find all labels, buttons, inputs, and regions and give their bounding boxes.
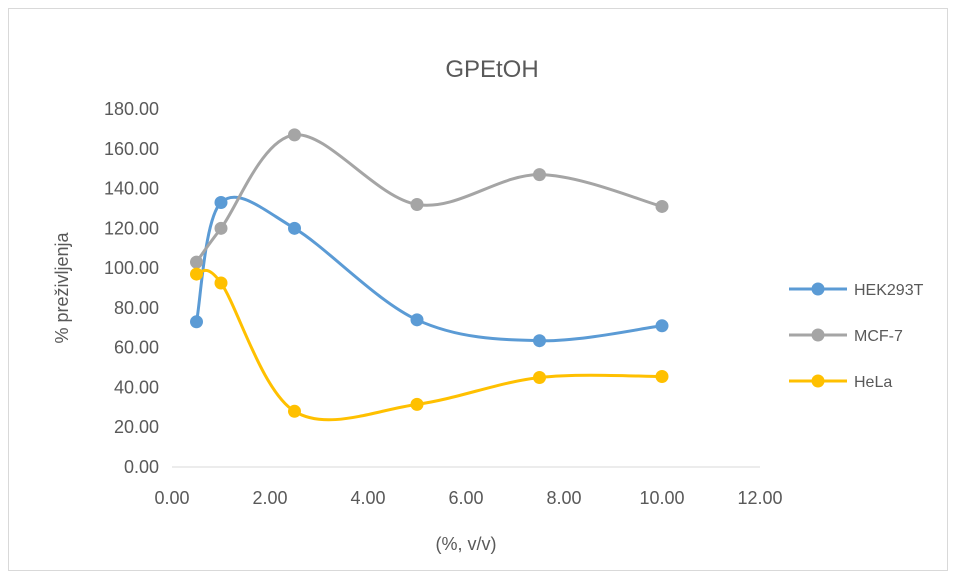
x-tick-label: 2.00 [252,488,287,508]
x-tick-label: 8.00 [546,488,581,508]
y-tick-label: 100.00 [104,258,159,278]
y-tick-label: 60.00 [114,338,159,358]
data-point-hela [533,371,546,384]
x-axis-label: (%, v/v) [436,534,497,554]
series-line-mcf-7 [195,133,664,264]
data-point-hela [655,370,669,384]
x-axis-ticks: 0.00 2.00 4.00 6.00 8.00 10.00 12.00 [154,488,782,508]
legend-marker-hela [811,374,825,388]
data-point-hek293t [288,221,301,235]
y-tick-label: 40.00 [114,377,159,397]
y-tick-label: 0.00 [124,457,159,477]
chart-title: GPEtOH [445,56,538,83]
legend-label-hela: HeLa [854,374,892,391]
data-point-hek293t [410,313,424,327]
data-point-mcf-7 [533,168,546,182]
series-lines [195,133,664,422]
data-point-hek293t [214,195,228,209]
x-tick-label: 4.00 [350,488,385,508]
y-tick-label: 180.00 [104,99,159,119]
data-point-mcf-7 [288,128,301,142]
x-tick-label: 6.00 [448,488,483,508]
chart-svg: GPEtOH 0.00 20.00 40.00 60.00 80.00 100.00 120… [52,56,924,554]
y-tick-label: 160.00 [104,139,159,159]
series-line-hela [195,269,664,422]
data-point-mcf-7 [655,199,669,213]
y-axis-label: % preživljenja [52,231,72,343]
legend-label-mcf-7: MCF-7 [854,328,903,345]
data-point-hek293t [533,334,546,348]
data-point-hela [410,397,424,411]
data-point-hela [288,404,301,418]
legend-label-hek293t: HEK293T [854,282,924,299]
legend-marker-hek293t [811,282,825,296]
y-tick-label: 80.00 [114,298,159,318]
y-tick-label: 120.00 [104,218,159,238]
data-point-mcf-7 [214,221,228,235]
data-point-mcf-7 [190,255,203,269]
x-tick-label: 10.00 [639,488,684,508]
y-tick-label: 140.00 [104,179,159,199]
x-tick-label: 12.00 [737,488,782,508]
data-point-hek293t [655,319,669,333]
x-tick-label: 0.00 [154,488,189,508]
data-point-hek293t [190,315,203,329]
chart-frame: GPEtOH 0.00 20.00 40.00 60.00 80.00 100.00 120… [8,8,948,571]
y-tick-label: 20.00 [114,417,159,437]
series-line-hek293t [195,195,664,343]
series-markers [190,128,669,418]
legend-marker-mcf-7 [811,328,825,342]
y-axis-ticks: 0.00 20.00 40.00 60.00 80.00 100.00 120.00 140.… [104,99,159,477]
data-point-hela [214,276,228,290]
legend: HEK293T MCF-7 HeLa [789,282,924,391]
data-point-mcf-7 [410,197,424,211]
data-point-hela [190,267,203,281]
